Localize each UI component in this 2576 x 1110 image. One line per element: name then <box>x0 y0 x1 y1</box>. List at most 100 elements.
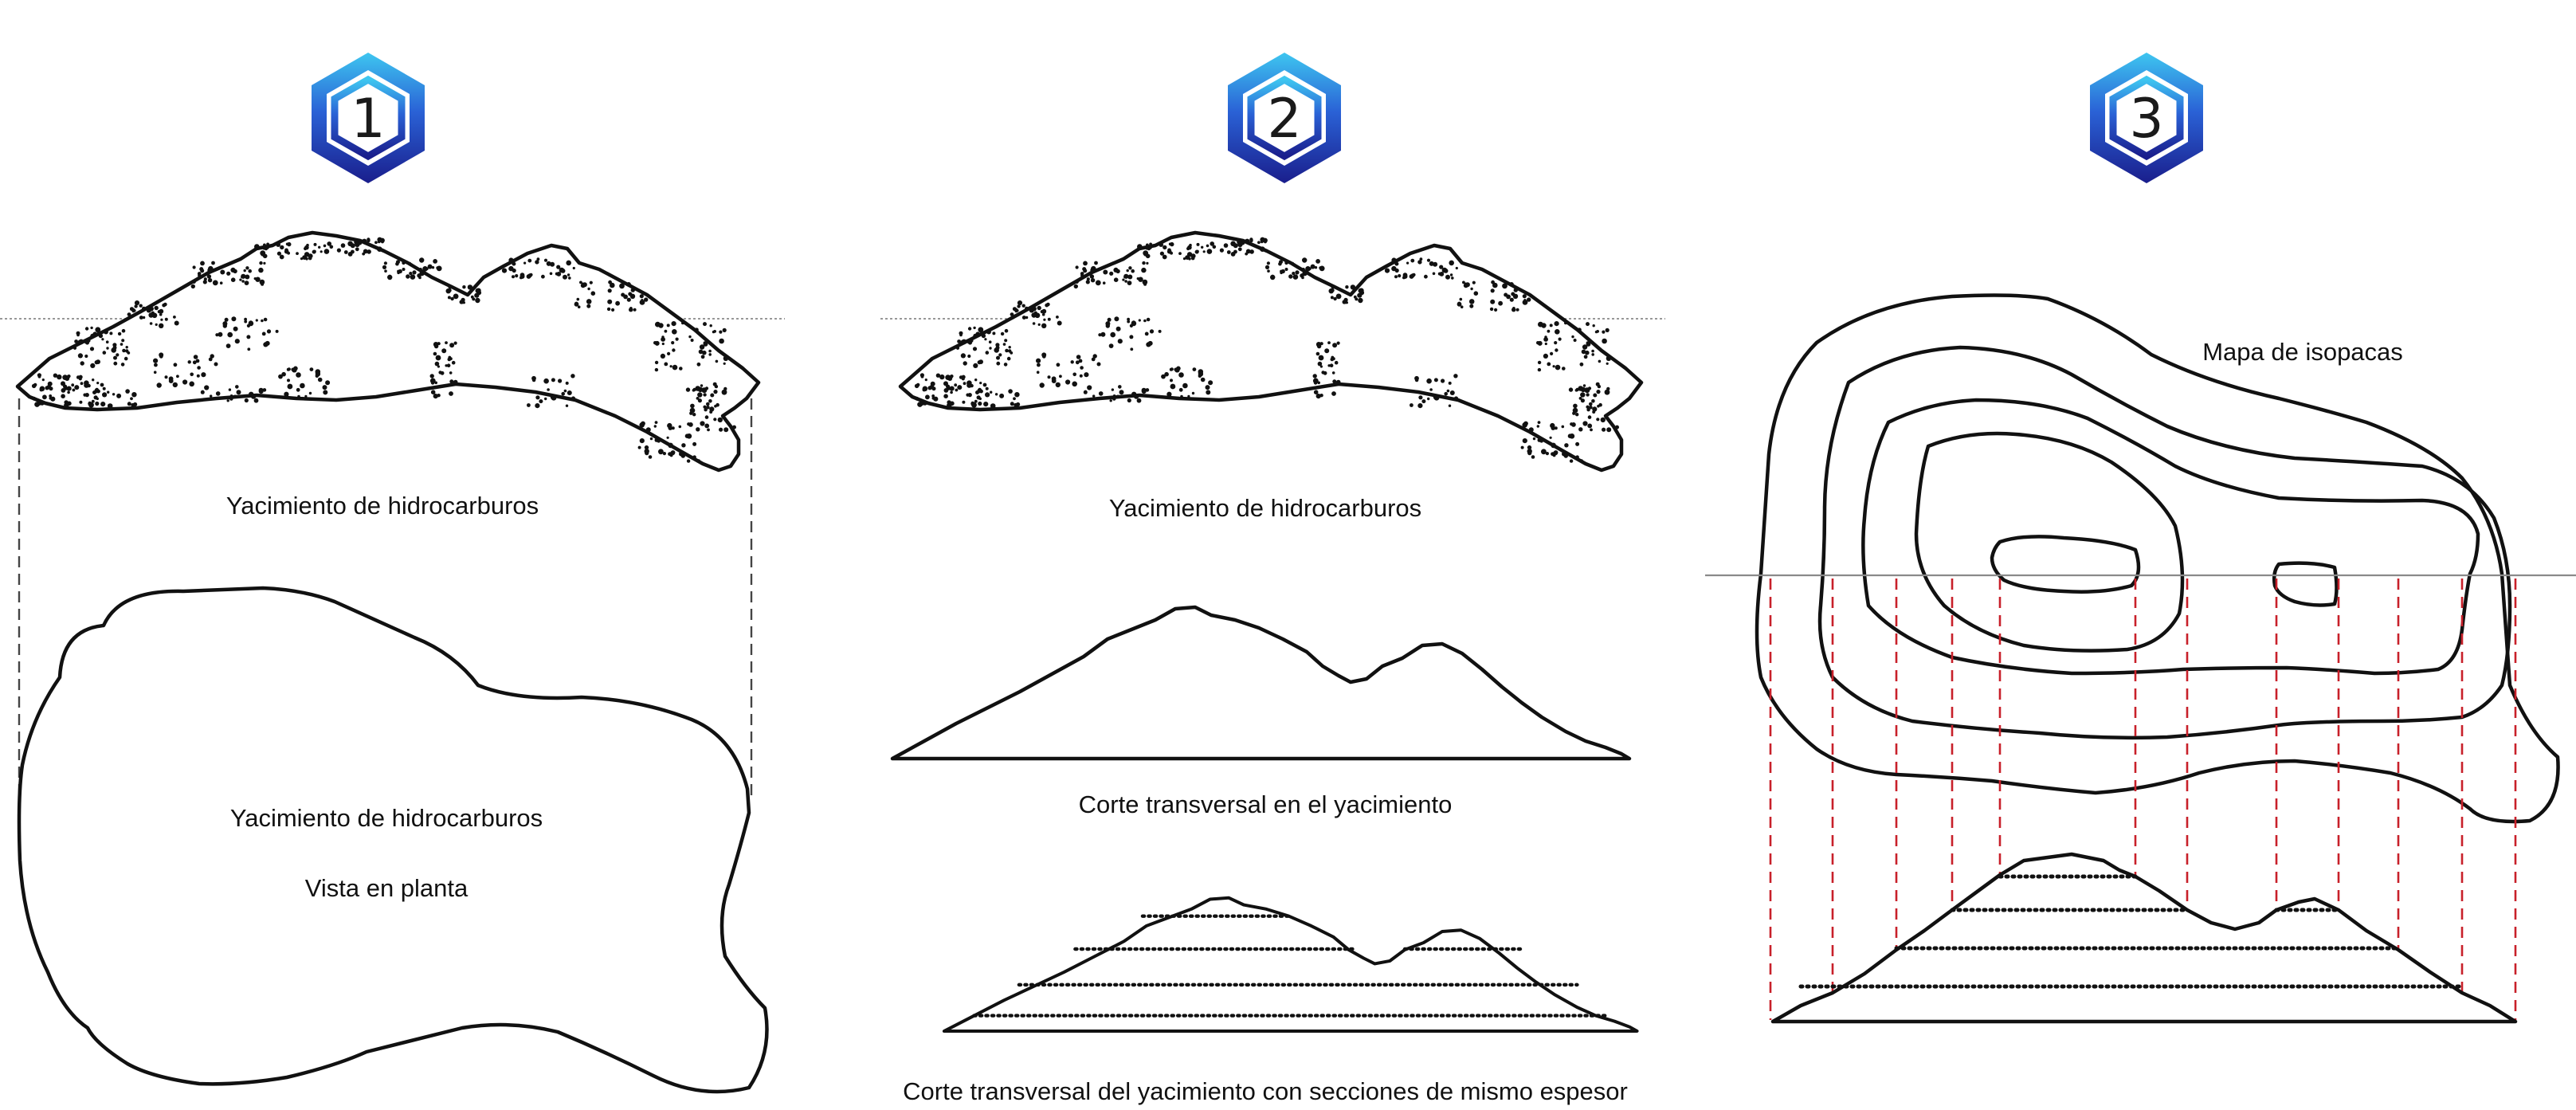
sand-dot <box>1602 338 1607 344</box>
sand-dot <box>508 257 514 263</box>
panel-2: Yacimiento de hidrocarburos Corte transv… <box>880 233 1665 1105</box>
sand-dot <box>644 297 649 302</box>
sand-dot <box>475 288 480 293</box>
plan-view-sublabel: Vista en planta <box>305 874 469 902</box>
sand-dot <box>567 273 570 277</box>
sand-dot <box>1600 417 1606 423</box>
sand-dot <box>121 328 126 333</box>
sand-dot <box>1291 261 1295 265</box>
sand-dot <box>1332 379 1337 384</box>
sand-dot <box>192 280 196 284</box>
sand-dot <box>1037 305 1041 311</box>
sand-dot <box>1295 270 1300 275</box>
sand-dot <box>1279 260 1283 265</box>
sand-dot <box>546 261 551 266</box>
sand-dot <box>159 312 163 316</box>
sand-dot <box>722 328 727 332</box>
sand-dot <box>1449 273 1453 277</box>
sand-dot <box>563 274 567 280</box>
sand-dot <box>1539 439 1543 443</box>
sand-dot <box>447 296 451 300</box>
sand-dot <box>139 316 143 320</box>
sand-dot <box>1085 280 1090 284</box>
sand-dot <box>1522 300 1528 305</box>
sand-dot <box>1537 421 1541 424</box>
sand-dot <box>1587 415 1592 419</box>
sand-dot <box>994 393 998 396</box>
sand-dot <box>1122 278 1125 281</box>
sand-dot <box>630 288 635 292</box>
sand-dot <box>667 422 672 429</box>
sand-dot <box>347 241 353 247</box>
sand-dot <box>1410 273 1415 278</box>
sand-dot <box>419 257 425 263</box>
sand-dot <box>40 401 45 406</box>
sand-dot <box>1145 253 1151 259</box>
sand-dot <box>914 383 919 389</box>
sand-dot <box>607 299 613 304</box>
sand-dot <box>1043 318 1046 321</box>
sand-dot <box>1384 268 1390 273</box>
sand-dot <box>1451 277 1454 280</box>
sand-dot <box>1446 389 1450 393</box>
sand-dot <box>1131 391 1137 397</box>
sand-dot <box>700 421 705 426</box>
sand-dot <box>954 383 958 387</box>
sand-dot <box>174 320 179 326</box>
sand-dot <box>151 311 155 315</box>
sand-dot <box>1249 249 1254 254</box>
sand-dot <box>1031 306 1037 312</box>
sand-dot <box>660 353 666 359</box>
sand-dot <box>706 402 710 406</box>
sand-dot <box>1136 277 1139 280</box>
sand-dot <box>1317 361 1323 367</box>
sand-dot <box>266 242 269 246</box>
sand-dot <box>131 392 137 398</box>
sand-dots <box>31 237 736 463</box>
sand-dot <box>1573 403 1578 409</box>
sand-dot <box>1331 284 1335 289</box>
sand-dot <box>1127 320 1131 324</box>
sand-dot <box>1264 265 1270 269</box>
sand-dot <box>318 245 321 249</box>
sand-dot <box>278 374 283 379</box>
sand-dot <box>1095 280 1101 286</box>
sand-dot <box>1527 445 1532 450</box>
sand-dot <box>1394 275 1398 279</box>
sand-dot <box>666 324 670 328</box>
sand-dot <box>1126 269 1129 273</box>
sand-dot <box>229 397 233 401</box>
sand-dot <box>998 353 1002 357</box>
sand-dot <box>1055 382 1061 388</box>
sand-dot <box>1332 343 1338 348</box>
sand-dot <box>408 261 412 265</box>
sand-dot <box>1433 395 1437 400</box>
sand-dot <box>1091 268 1096 273</box>
sand-dot <box>1453 396 1459 401</box>
sand-dot <box>293 366 298 371</box>
sand-dot <box>1512 307 1515 310</box>
sand-dot <box>996 361 1001 366</box>
sand-dot <box>1605 328 1610 332</box>
sand-dot <box>83 393 87 397</box>
plan-view-label: Yacimiento de hidrocarburos <box>230 804 543 832</box>
sand-dot <box>1335 293 1342 300</box>
sand-dot <box>1551 442 1556 449</box>
sand-dot <box>1116 394 1119 398</box>
sand-dot <box>402 261 406 265</box>
sand-dot <box>1016 309 1019 312</box>
sand-dot <box>1581 349 1586 355</box>
sand-dot <box>645 427 651 433</box>
sand-dot <box>1200 377 1206 382</box>
sand-dot <box>1512 293 1519 299</box>
sand-dot <box>1102 281 1106 284</box>
sand-dot <box>253 277 257 280</box>
cross-section-sections-label: Corte transversal del yacimiento con sec… <box>903 1077 1628 1105</box>
sand-dot <box>1201 245 1204 249</box>
sand-dot <box>1004 328 1009 333</box>
sand-dot <box>985 351 990 355</box>
sand-dot <box>1414 378 1419 382</box>
sand-dot <box>1003 363 1008 367</box>
sand-dot <box>218 331 223 337</box>
sand-dot <box>168 378 174 383</box>
